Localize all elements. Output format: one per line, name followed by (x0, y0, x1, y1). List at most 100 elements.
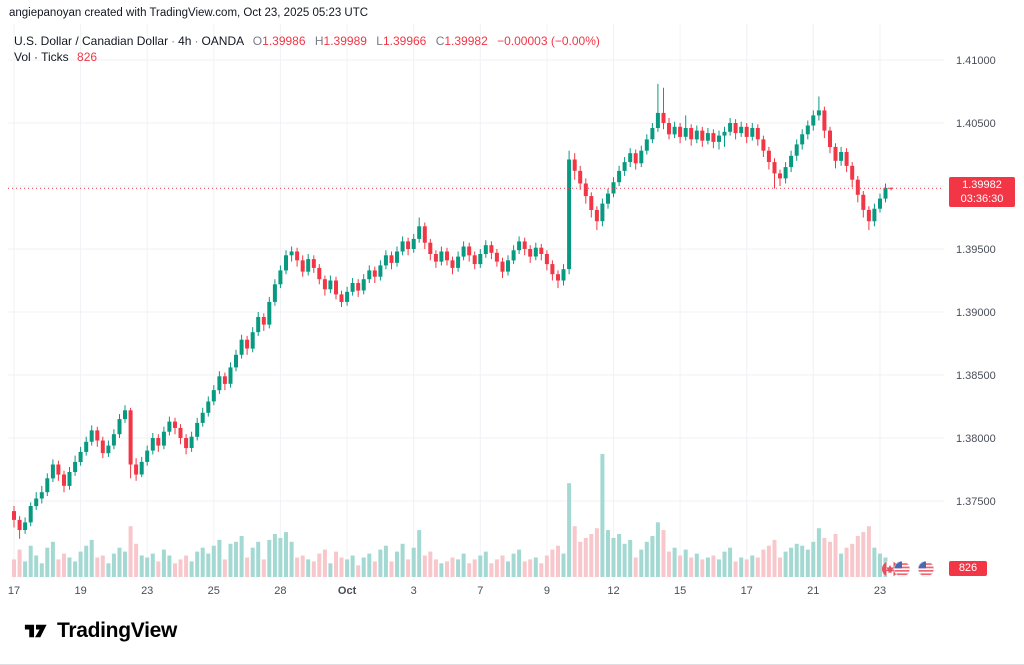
volume-bar (89, 539, 94, 577)
date-axis-label: 19 (74, 585, 86, 597)
volume-bar (328, 563, 333, 577)
volume-bar (572, 526, 577, 577)
volume-bar (717, 559, 721, 577)
candle-body (167, 421, 172, 432)
tradingview-logo-text: TradingView (57, 618, 178, 642)
volume-bar (855, 536, 860, 577)
candle-body (161, 431, 166, 446)
candle-body (661, 112, 666, 123)
candle-body (500, 261, 505, 272)
volume-bar (600, 453, 605, 577)
open-label: O (252, 34, 263, 48)
candle-body (844, 152, 849, 166)
volume-bar (678, 555, 683, 577)
volume-bar (106, 563, 111, 577)
volume-indicator-title[interactable]: Vol · Ticks (14, 50, 69, 64)
open-value: 1.39986 (262, 34, 306, 48)
candle-body (184, 438, 189, 449)
candle-body (189, 436, 194, 448)
volume-bar (594, 528, 599, 577)
volume-bar (322, 549, 327, 577)
candle-body (572, 159, 577, 171)
volume-bar (533, 557, 538, 577)
volume-bar (128, 526, 133, 577)
volume-bar (295, 557, 300, 577)
candle-body (506, 260, 510, 272)
volume-bar (483, 551, 488, 577)
candle-body (50, 464, 55, 479)
volume-bar (778, 557, 782, 577)
candle-body (778, 173, 782, 179)
date-axis-label: 23 (141, 585, 153, 597)
candle-body (134, 464, 139, 475)
candle-body (250, 332, 255, 349)
legend-separator: · (194, 34, 199, 48)
candle-body (828, 130, 832, 147)
volume-bar (450, 557, 455, 577)
volume-bar (539, 563, 544, 577)
tradingview-logo[interactable]: TradingView (22, 617, 177, 644)
volume-bar (383, 545, 388, 577)
high-value: 1.39989 (323, 34, 367, 48)
candle-body (750, 128, 755, 137)
candle-body (733, 123, 738, 134)
symbol-legend: U.S. Dollar / Canadian Dollar · 4h · OANDA O… (14, 34, 600, 48)
candle-body (123, 410, 127, 420)
candle-body (445, 251, 449, 261)
volume-bar (844, 547, 849, 577)
volume-bar (517, 549, 522, 577)
date-axis-label: 28 (274, 585, 286, 597)
price-axis-label: 1.38000 (956, 433, 996, 445)
volume-bar (578, 541, 583, 577)
volume-bar (850, 543, 855, 577)
candle-body (439, 251, 444, 262)
volume-bar (583, 537, 588, 577)
volume-bar (700, 559, 705, 577)
price-axis-label: 1.39000 (956, 307, 996, 319)
volume-bar (400, 543, 405, 577)
interval-label[interactable]: 4h (178, 34, 192, 48)
volume-bar (395, 551, 399, 577)
volume-bar (550, 549, 555, 577)
volume-bar (184, 555, 189, 577)
exchange-label: OANDA (201, 34, 244, 48)
candle-body (89, 430, 94, 442)
candle-body (73, 461, 78, 472)
volume-bar (667, 551, 671, 577)
volume-bar (833, 534, 838, 577)
current-price-badge[interactable]: 1.39982 03:36:30 (949, 177, 1015, 207)
volume-bar (617, 534, 622, 577)
volume-bar (334, 551, 338, 577)
candle-body (883, 187, 888, 199)
volume-bar (178, 559, 183, 577)
volume-bar (511, 553, 516, 577)
candle-body (278, 270, 283, 285)
candle-body (39, 492, 44, 499)
candle-body (866, 209, 871, 222)
candle-body (850, 165, 855, 180)
candle-body (145, 450, 150, 462)
candle-body (822, 110, 827, 131)
candle-body (395, 251, 399, 263)
candle-body (411, 238, 416, 249)
candle-body (12, 511, 16, 520)
volume-bar (372, 561, 377, 577)
candle-body (594, 209, 599, 222)
volume-bar (650, 536, 655, 577)
volume-bar (17, 549, 22, 577)
volume-bar (311, 561, 316, 577)
volume-bar (345, 559, 350, 577)
volume-bar (28, 545, 33, 577)
candle-body (511, 250, 516, 261)
volume-bar (661, 530, 666, 577)
candle-body (811, 115, 816, 126)
volume-bar (267, 539, 272, 577)
candle-body (339, 294, 344, 302)
candle-body (306, 259, 311, 272)
legend-separator: · (171, 34, 176, 48)
volume-bar (256, 541, 261, 577)
symbol-title[interactable]: U.S. Dollar / Canadian Dollar (14, 34, 169, 48)
candle-body (556, 274, 560, 281)
date-axis-label: 17 (741, 585, 753, 597)
